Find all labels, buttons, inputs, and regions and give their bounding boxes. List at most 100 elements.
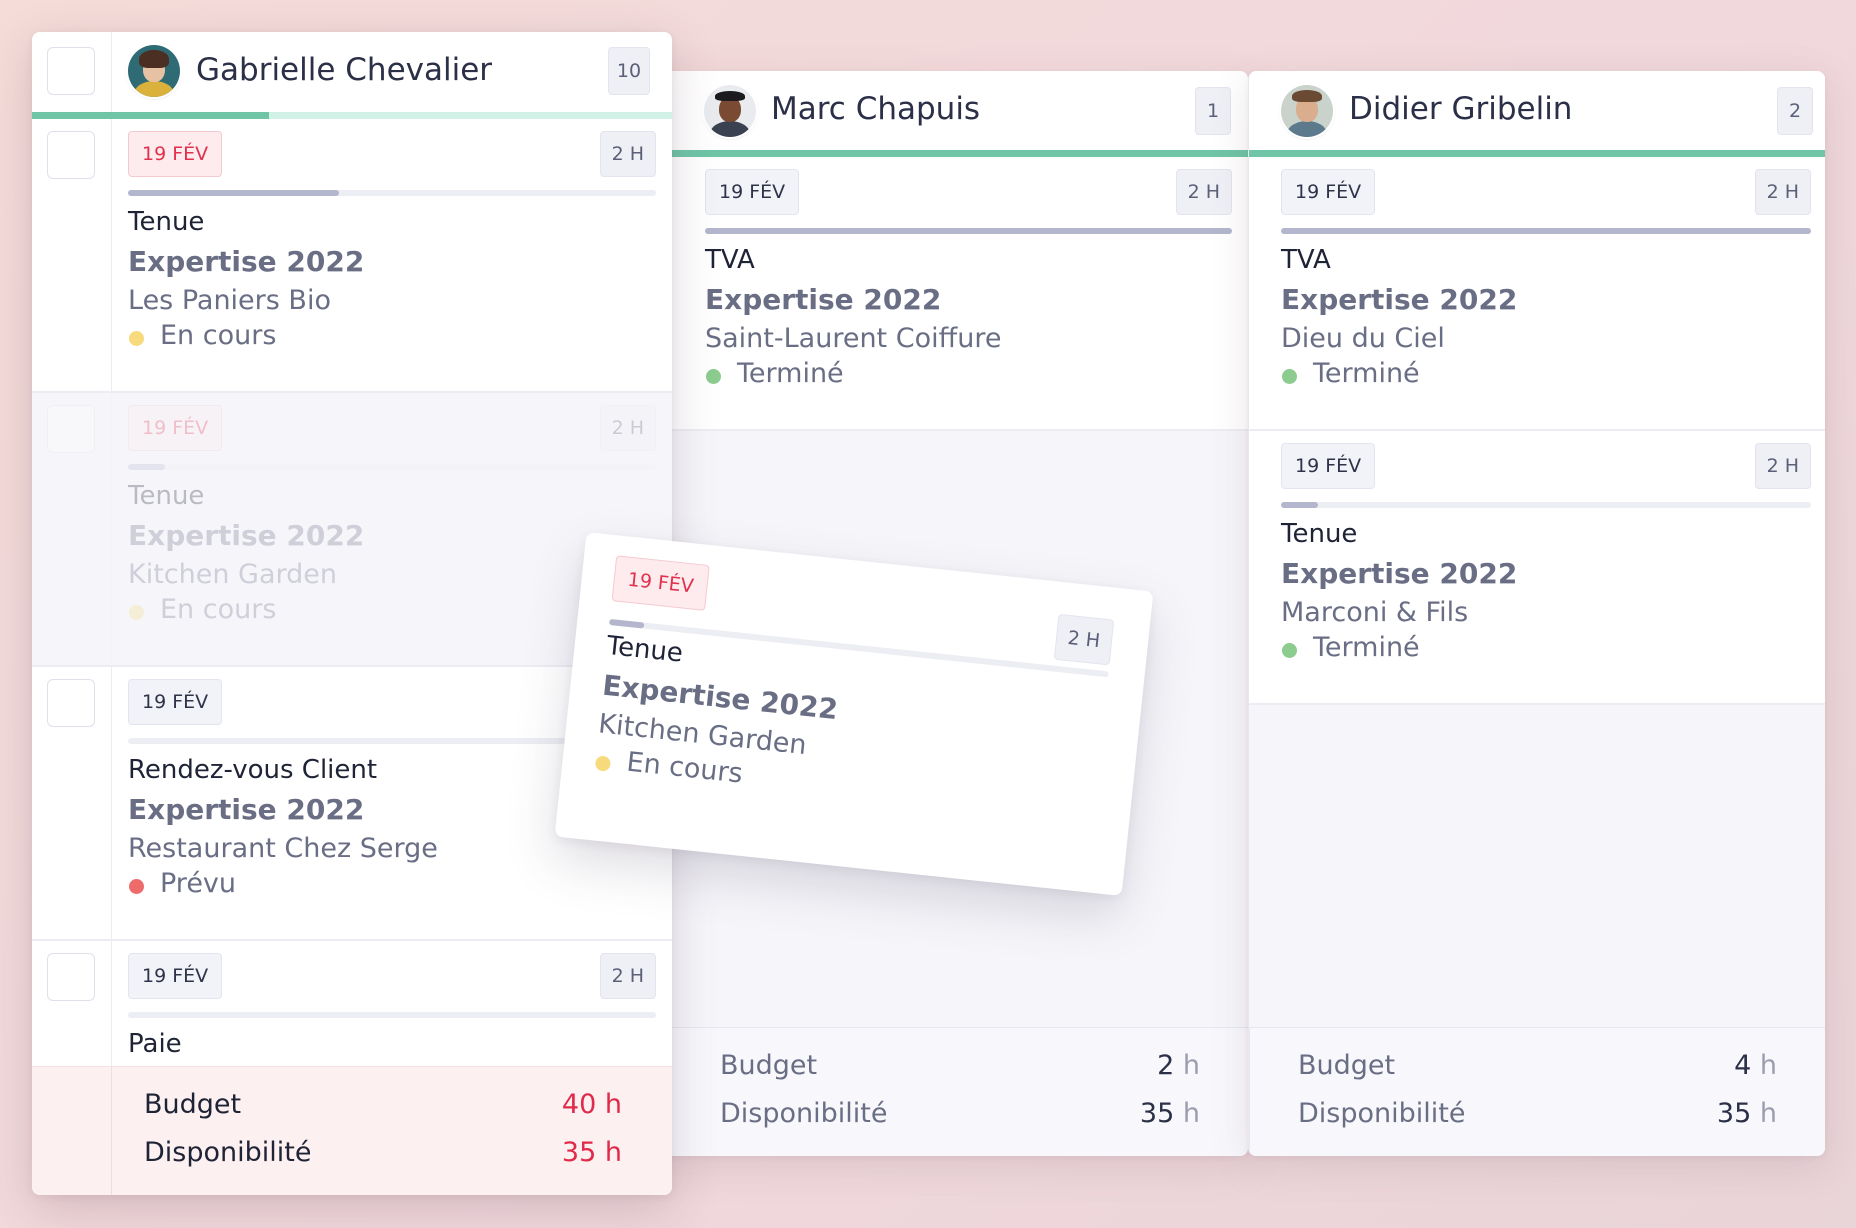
task-progress-bar — [128, 190, 656, 196]
task-card-placeholder: 19 FÉV 2 H Tenue Expertise 2022 Kitchen … — [32, 393, 672, 667]
task-type: Tenue — [128, 481, 205, 511]
task-checkbox[interactable] — [47, 679, 95, 727]
task-count-badge: 1 — [1195, 87, 1231, 135]
hours-badge: 2 H — [1175, 169, 1232, 215]
date-badge: 19 FÉV — [128, 131, 223, 177]
task-checkbox[interactable] — [47, 131, 95, 179]
date-badge: 19 FÉV — [128, 953, 223, 999]
budget-value: 2 h — [1157, 1050, 1200, 1081]
task-card[interactable]: 19 FÉV 2 H Tenue Expertise 2022 Les Pani… — [32, 119, 672, 393]
date-badge: 19 FÉV — [1281, 443, 1376, 489]
status-text: En cours — [625, 746, 745, 790]
task-project: Expertise 2022 — [128, 793, 365, 826]
status-text: Terminé — [1313, 358, 1420, 389]
task-card[interactable]: 19 FÉV 2 H Tenue Expertise 2022 Marconi … — [1249, 431, 1825, 705]
person-name: Gabrielle Chevalier — [196, 52, 493, 88]
avatar[interactable] — [1281, 85, 1333, 137]
column-gabrielle-chevalier: Gabrielle Chevalier 10 19 FÉV 2 H Tenue … — [32, 32, 672, 1195]
status-dot-icon — [129, 605, 144, 620]
status-dot-icon — [706, 369, 721, 384]
task-project: Expertise 2022 — [128, 245, 365, 278]
status-text: Terminé — [737, 358, 844, 389]
availability-label: Disponibilité — [720, 1098, 888, 1129]
task-type: TVA — [1281, 245, 1331, 275]
avatar[interactable] — [128, 45, 180, 97]
task-project: Expertise 2022 — [705, 283, 942, 316]
person-name: Marc Chapuis — [771, 91, 981, 127]
date-badge: 19 FÉV — [128, 679, 223, 725]
hours-badge: 2 H — [599, 953, 656, 999]
budget-label: Budget — [144, 1089, 242, 1120]
status-text: En cours — [160, 320, 277, 351]
task-type: Tenue — [605, 630, 685, 669]
task-type: Rendez-vous Client — [128, 755, 378, 785]
budget-label: Budget — [1298, 1050, 1396, 1081]
date-badge: 19 FÉV — [128, 405, 223, 451]
task-count-badge: 2 — [1777, 87, 1813, 135]
date-badge: 19 FÉV — [611, 555, 710, 611]
availability-value: 35 h — [1716, 1098, 1777, 1129]
task-card[interactable]: 19 FÉV 2 H TVA Expertise 2022 Dieu du Ci… — [1249, 157, 1825, 431]
task-progress-bar — [128, 464, 656, 470]
status-text: Terminé — [1313, 632, 1420, 663]
task-count-badge: 10 — [608, 47, 650, 95]
task-progress-bar — [608, 618, 1109, 678]
status-dot-icon — [1282, 369, 1297, 384]
column-progress-bar — [640, 150, 1248, 157]
task-type: Tenue — [1281, 519, 1358, 549]
availability-label: Disponibilité — [144, 1137, 312, 1168]
date-badge: 19 FÉV — [705, 169, 800, 215]
column-footer: Budget 4 h Disponibilité 35 h — [1249, 1027, 1825, 1156]
hours-badge: 2 H — [599, 405, 656, 451]
budget-value: 40 h — [561, 1089, 622, 1120]
status-text: En cours — [160, 594, 277, 625]
task-client: Marconi & Fils — [1281, 597, 1469, 628]
status-text: Prévu — [160, 868, 237, 899]
task-project: Expertise 2022 — [128, 519, 365, 552]
task-client: Les Paniers Bio — [128, 285, 331, 316]
column-footer: Budget 40 h Disponibilité 35 h — [32, 1066, 672, 1195]
status-dot-icon — [1282, 643, 1297, 658]
task-type: Paie — [128, 1029, 182, 1059]
task-card[interactable]: 19 FÉV 2 H TVA Expertise 2022 Saint-Laur… — [640, 157, 1248, 431]
task-progress-bar — [128, 738, 656, 744]
task-progress-bar — [1281, 228, 1811, 234]
task-client: Kitchen Garden — [128, 559, 338, 590]
hours-badge: 2 H — [1754, 169, 1811, 215]
hours-badge: 2 H — [1754, 443, 1811, 489]
task-project: Expertise 2022 — [1281, 283, 1518, 316]
hours-badge: 2 H — [599, 131, 656, 177]
task-checkbox[interactable] — [47, 953, 95, 1001]
column-progress-bar — [32, 112, 672, 119]
task-progress-bar — [705, 228, 1232, 234]
dragged-task-card[interactable]: 19 FÉV 2 H Tenue Expertise 2022 Kitchen … — [554, 532, 1154, 896]
column-didier-gribelin: Didier Gribelin 2 19 FÉV 2 H TVA Experti… — [1248, 71, 1825, 1156]
column-header: Gabrielle Chevalier 10 — [32, 32, 672, 112]
column-footer: Budget 2 h Disponibilité 35 h — [640, 1027, 1248, 1156]
availability-value: 35 h — [1139, 1098, 1200, 1129]
column-header: Didier Gribelin 2 — [1249, 71, 1825, 151]
availability-label: Disponibilité — [1298, 1098, 1466, 1129]
task-project: Expertise 2022 — [1281, 557, 1518, 590]
date-badge: 19 FÉV — [1281, 169, 1376, 215]
task-checkbox — [47, 405, 95, 453]
task-type: Tenue — [128, 207, 205, 237]
column-progress-fill — [32, 112, 269, 119]
task-client: Restaurant Chez Serge — [128, 833, 438, 864]
column-progress-fill — [1249, 150, 1825, 157]
person-name: Didier Gribelin — [1349, 91, 1573, 127]
status-dot-icon — [129, 879, 144, 894]
hours-badge: 2 H — [1053, 613, 1115, 666]
budget-value: 4 h — [1734, 1050, 1777, 1081]
select-all-checkbox[interactable] — [47, 47, 95, 95]
availability-value: 35 h — [561, 1137, 622, 1168]
status-dot-icon — [594, 755, 612, 772]
column-progress-bar — [1249, 150, 1825, 157]
budget-label: Budget — [720, 1050, 818, 1081]
task-progress-bar — [128, 1012, 656, 1018]
avatar[interactable] — [704, 85, 756, 137]
task-client: Saint-Laurent Coiffure — [705, 323, 1002, 354]
status-dot-icon — [129, 331, 144, 346]
task-type: TVA — [705, 245, 755, 275]
task-progress-bar — [1281, 502, 1811, 508]
